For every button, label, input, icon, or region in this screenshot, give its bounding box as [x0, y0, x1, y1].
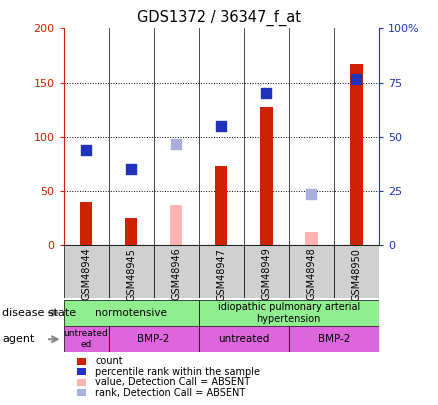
Point — [353, 76, 360, 83]
Bar — [199, 300, 379, 326]
Bar — [289, 245, 334, 298]
Bar — [305, 232, 318, 245]
Bar — [289, 326, 379, 352]
Bar — [260, 107, 272, 245]
Point — [263, 90, 270, 96]
Bar — [199, 245, 244, 298]
Bar — [350, 64, 363, 245]
Bar — [215, 166, 227, 245]
Point — [308, 191, 315, 197]
Bar — [109, 326, 199, 352]
Text: percentile rank within the sample: percentile rank within the sample — [95, 367, 260, 377]
Bar — [125, 218, 138, 245]
Text: GDS1372 / 36347_f_at: GDS1372 / 36347_f_at — [137, 10, 301, 26]
Text: normotensive: normotensive — [95, 308, 167, 318]
Bar — [80, 202, 92, 245]
Text: GSM48945: GSM48945 — [126, 247, 136, 301]
Text: GSM48944: GSM48944 — [81, 247, 91, 301]
Text: BMP-2: BMP-2 — [138, 334, 170, 344]
Text: GSM48949: GSM48949 — [261, 247, 271, 301]
Text: agent: agent — [2, 334, 35, 344]
Text: count: count — [95, 356, 123, 366]
Text: GSM48946: GSM48946 — [171, 247, 181, 301]
Bar — [64, 300, 199, 326]
Point — [218, 123, 225, 129]
Bar — [64, 245, 109, 298]
Text: GSM48950: GSM48950 — [351, 247, 361, 301]
Text: untreated
ed: untreated ed — [64, 330, 109, 349]
Text: GSM48947: GSM48947 — [216, 247, 226, 301]
Text: idiopathic pulmonary arterial
hypertension: idiopathic pulmonary arterial hypertensi… — [218, 302, 360, 324]
Text: value, Detection Call = ABSENT: value, Detection Call = ABSENT — [95, 377, 250, 387]
Bar — [170, 205, 183, 245]
Bar — [334, 245, 379, 298]
Point — [82, 147, 89, 153]
Bar — [199, 326, 289, 352]
Text: GSM48948: GSM48948 — [306, 247, 316, 301]
Point — [127, 166, 134, 173]
Bar — [154, 245, 199, 298]
Text: rank, Detection Call = ABSENT: rank, Detection Call = ABSENT — [95, 388, 245, 398]
Text: disease state: disease state — [2, 308, 76, 318]
Bar — [109, 245, 154, 298]
Bar — [244, 245, 289, 298]
Bar — [64, 326, 109, 352]
Text: BMP-2: BMP-2 — [318, 334, 350, 344]
Text: untreated: untreated — [218, 334, 269, 344]
Point — [173, 141, 180, 147]
